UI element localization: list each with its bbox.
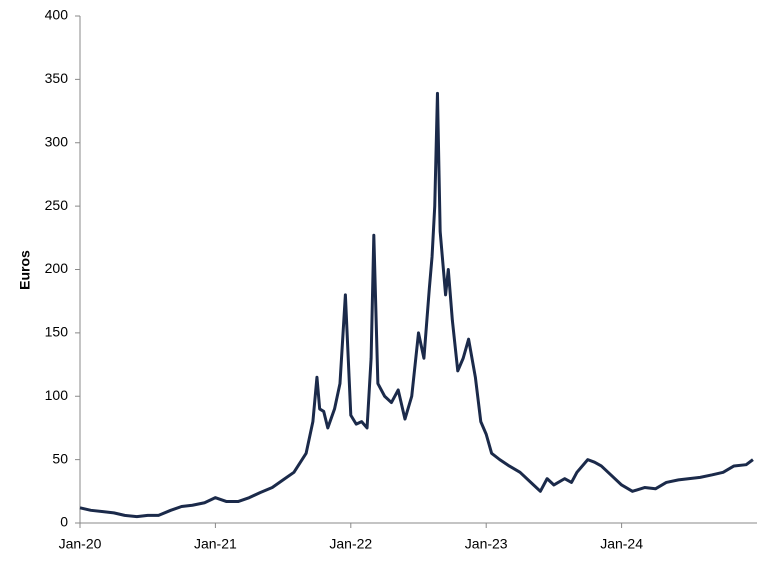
y-tick-label: 250 — [45, 197, 69, 213]
x-tick-label: Jan-22 — [329, 536, 372, 552]
line-series — [79, 91, 754, 519]
y-tick-label: 50 — [52, 450, 68, 466]
x-tick-label: Jan-21 — [194, 536, 237, 552]
y-tick-label: 350 — [45, 70, 69, 86]
y-tick-label: 400 — [45, 7, 69, 23]
y-tick-label: 150 — [45, 324, 69, 340]
y-tick-label: 0 — [60, 514, 68, 530]
y-axis-label: Euros — [17, 250, 33, 290]
x-tick-label: Jan-24 — [600, 536, 643, 552]
y-tick-label: 200 — [45, 260, 69, 276]
x-tick-label: Jan-23 — [465, 536, 508, 552]
x-tick-label: Jan-20 — [59, 536, 102, 552]
y-tick-label: 100 — [45, 387, 69, 403]
y-tick-label: 300 — [45, 133, 69, 149]
